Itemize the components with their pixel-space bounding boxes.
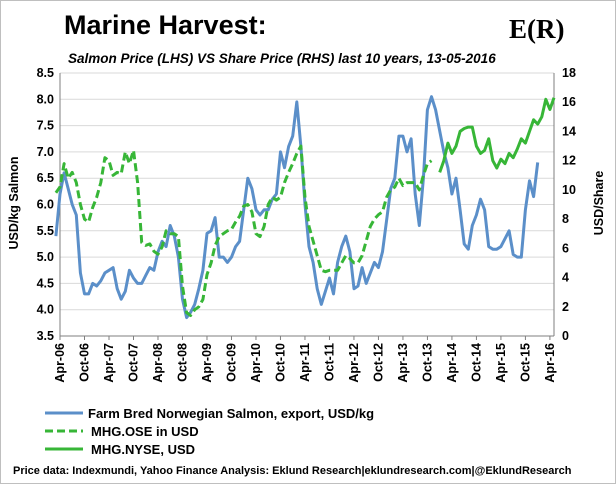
left-axis-ticks: 3.5 4.0 4.5 5.0 5.5 6.0 6.5 7.0 7.5 8.0 8.5	[37, 66, 54, 343]
right-tick-label: 8	[562, 212, 569, 226]
left-tick-label: 5.5	[37, 224, 54, 238]
x-tick-label: Apr-06	[53, 343, 67, 383]
series-line-2	[438, 97, 556, 173]
x-tick-label: Oct-09	[224, 343, 238, 382]
x-tick-label: Apr-07	[102, 343, 116, 383]
legend-label-0: Farm Bred Norwegian Salmon, export, USD/…	[88, 406, 374, 421]
left-tick-label: 6.5	[37, 171, 54, 185]
left-tick-label: 5.0	[37, 250, 54, 264]
left-tick-label: 3.5	[37, 329, 54, 343]
x-tick-label: Apr-15	[494, 343, 508, 383]
left-tick-label: 7.0	[37, 145, 54, 159]
right-tick-label: 6	[562, 241, 569, 255]
x-tick-label: Oct-11	[322, 343, 336, 381]
left-tick-label: 6.0	[37, 198, 54, 212]
right-tick-label: 10	[562, 183, 576, 197]
legend: Farm Bred Norwegian Salmon, export, USD/…	[45, 406, 374, 457]
x-tick-label: Oct-12	[371, 343, 385, 382]
series-line-1	[54, 144, 433, 317]
left-tick-label: 4.5	[37, 276, 54, 290]
chart-title: Marine Harvest:	[64, 10, 267, 40]
x-tick-label: Apr-11	[298, 343, 312, 382]
left-tick-label: 8.5	[37, 66, 54, 80]
right-tick-label: 2	[562, 300, 569, 314]
left-tick-label: 7.5	[37, 119, 54, 133]
right-tick-label: 4	[562, 271, 569, 285]
legend-label-1: MHG.OSE in USD	[91, 424, 199, 439]
x-tick-label: Oct-15	[518, 343, 532, 382]
x-tick-label: Oct-14	[469, 343, 483, 382]
x-tick-label: Oct-08	[175, 343, 189, 382]
x-tick-label: Oct-07	[126, 343, 140, 382]
x-tick-label: Apr-09	[200, 343, 214, 383]
x-tick-label: Oct-10	[273, 343, 287, 382]
right-tick-label: 18	[562, 66, 576, 80]
x-tick-label: Oct-06	[77, 343, 91, 382]
footer-credits: Price data: Indexmundi, Yahoo Finance An…	[13, 465, 572, 477]
right-tick-label: 12	[562, 154, 576, 168]
x-tick-label: Apr-10	[249, 343, 263, 383]
legend-label-2: MHG.NYSE, USD	[91, 442, 195, 457]
series-lines	[54, 95, 556, 320]
right-tick-label: 14	[562, 124, 576, 138]
x-tick-label: Apr-12	[347, 343, 361, 383]
right-tick-label: 16	[562, 95, 576, 109]
chart-subtitle: Salmon Price (LHS) VS Share Price (RHS) …	[68, 51, 496, 66]
right-tick-label: 0	[562, 329, 569, 343]
x-tick-label: Apr-13	[396, 343, 410, 383]
right-axis-ticks: 0 2 4 6 8 10 12 14 16 18	[562, 66, 576, 343]
x-tick-label: Oct-13	[420, 343, 434, 382]
left-tick-label: 4.0	[37, 303, 54, 317]
x-axis-ticks: Apr-06 Oct-06 Apr-07 Oct-07 Apr-08 Oct-08 Apr-…	[53, 336, 557, 383]
left-tick-label: 8.0	[37, 92, 54, 106]
right-axis-label: USD/Share	[592, 171, 606, 236]
x-tick-label: Apr-16	[543, 343, 557, 383]
eklund-research-logo: E(R)	[509, 14, 565, 44]
left-axis-label: USD/kg Salmon	[7, 156, 21, 249]
x-tick-label: Apr-14	[445, 343, 459, 383]
x-tick-label: Apr-08	[151, 343, 165, 383]
series-line-0	[54, 95, 540, 320]
